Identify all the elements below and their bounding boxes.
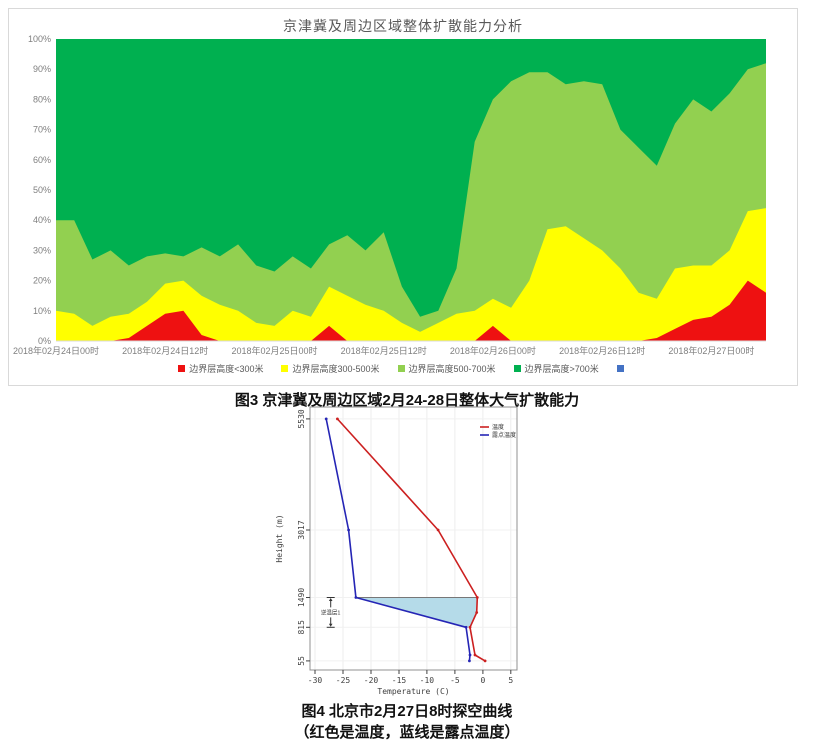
diffusion-stacked-area-chart: 0% 10% 20% 30% 40% 50% 60% 70% 80% 90% 100% 2018年02… bbox=[9, 9, 797, 359]
legend-item: 边界层高度>700米 bbox=[513, 362, 599, 375]
svg-text:-20: -20 bbox=[364, 676, 379, 685]
svg-text:10%: 10% bbox=[33, 306, 51, 316]
svg-text:80%: 80% bbox=[33, 94, 51, 104]
figure3-caption: 图3 京津冀及周边区域2月24-28日整体大气扩散能力 bbox=[234, 392, 580, 409]
svg-text:2018年02月25日00时: 2018年02月25日00时 bbox=[231, 345, 317, 356]
svg-text:60%: 60% bbox=[33, 155, 51, 165]
svg-text:90%: 90% bbox=[33, 64, 51, 74]
svg-text:5: 5 bbox=[508, 676, 513, 685]
legend-label: 边界层高度<300米 bbox=[189, 364, 264, 374]
svg-text:55: 55 bbox=[297, 656, 306, 666]
legend-item bbox=[616, 365, 628, 372]
legend-swatch bbox=[281, 365, 289, 372]
diffusion-chart-panel: 0% 10% 20% 30% 40% 50% 60% 70% 80% 90% 100% 2018年02… bbox=[8, 8, 798, 386]
chart-legend: 边界层高度<300米 边界层高度300-500米 边界层高度500-700米 边界层高… bbox=[9, 362, 797, 375]
legend-swatch bbox=[397, 365, 405, 372]
svg-text:1490: 1490 bbox=[297, 588, 306, 607]
legend-label: 边界层高度500-700米 bbox=[408, 364, 496, 374]
svg-text:-15: -15 bbox=[392, 676, 407, 685]
svg-text:30%: 30% bbox=[33, 245, 51, 255]
svg-text:100%: 100% bbox=[28, 34, 51, 44]
svg-text:-30: -30 bbox=[308, 676, 323, 685]
legend-label: 边界层高度300-500米 bbox=[292, 364, 380, 374]
svg-text:5530: 5530 bbox=[297, 409, 306, 428]
svg-text:2018年02月25日12时: 2018年02月25日12时 bbox=[341, 345, 427, 356]
svg-text:2018年02月26日12时: 2018年02月26日12时 bbox=[559, 345, 645, 356]
svg-text:40%: 40% bbox=[33, 215, 51, 225]
legend-item: 边界层高度500-700米 bbox=[397, 362, 496, 375]
svg-text:Height (m): Height (m) bbox=[275, 514, 284, 562]
svg-text:0%: 0% bbox=[38, 336, 51, 346]
svg-text:3017: 3017 bbox=[297, 520, 306, 539]
chart-title: 京津冀及周边区域整体扩散能力分析 bbox=[283, 18, 523, 34]
svg-text:温度: 温度 bbox=[492, 423, 504, 431]
svg-text:2018年02月26日00时: 2018年02月26日00时 bbox=[450, 345, 536, 356]
svg-text:70%: 70% bbox=[33, 125, 51, 135]
svg-text:-10: -10 bbox=[420, 676, 435, 685]
legend-swatch bbox=[616, 365, 624, 372]
legend-item: 边界层高度<300米 bbox=[178, 362, 263, 375]
svg-text:0: 0 bbox=[480, 676, 485, 685]
figure4-caption-line2: （红色是温度，蓝线是露点温度） bbox=[294, 724, 520, 741]
legend-swatch bbox=[513, 365, 521, 372]
svg-text:2018年02月24日00时: 2018年02月24日00时 bbox=[13, 345, 99, 356]
figure4-caption-line1: 图4 北京市2月27日8时探空曲线 bbox=[301, 703, 513, 720]
figure4-caption: 图4 北京市2月27日8时探空曲线 （红色是温度，蓝线是露点温度） bbox=[12, 701, 802, 743]
legend-label: 边界层高度>700米 bbox=[524, 364, 599, 374]
sounding-curve-chart: -30 -25 -20 -15 -10 -5 0 5 55 815 1490 3017 5530 Heig… bbox=[268, 398, 558, 698]
legend-item: 边界层高度300-500米 bbox=[281, 362, 380, 375]
svg-text:2018年02月24日12时: 2018年02月24日12时 bbox=[122, 345, 208, 356]
svg-text:815: 815 bbox=[297, 620, 306, 635]
svg-text:Temperature (C): Temperature (C) bbox=[377, 687, 449, 696]
svg-text:-5: -5 bbox=[450, 676, 460, 685]
svg-text:露点温度: 露点温度 bbox=[492, 431, 516, 439]
svg-text:50%: 50% bbox=[33, 185, 51, 195]
svg-text:逆温层1: 逆温层1 bbox=[321, 608, 341, 616]
svg-text:-25: -25 bbox=[336, 676, 351, 685]
legend-swatch bbox=[178, 365, 186, 372]
svg-text:20%: 20% bbox=[33, 276, 51, 286]
svg-text:2018年02月27日00时: 2018年02月27日00时 bbox=[668, 345, 754, 356]
